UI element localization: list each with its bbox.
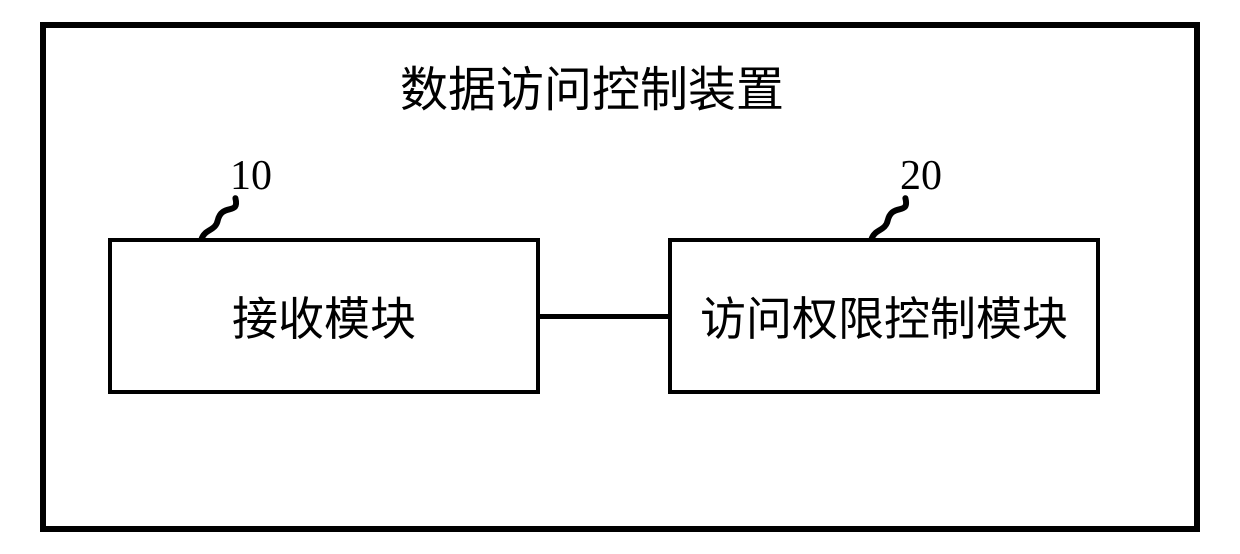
access-control-module-box: 访问权限控制模块 <box>668 238 1100 394</box>
receive-module-label: 接收模块 <box>232 283 416 349</box>
access-control-module-ref: 20 <box>900 152 942 200</box>
receive-module-box: 接收模块 <box>108 238 540 394</box>
diagram-title: 数据访问控制装置 <box>400 50 784 120</box>
receive-module-squiggle <box>198 196 242 240</box>
receive-module-ref: 10 <box>230 152 272 200</box>
access-control-module-squiggle <box>868 196 912 240</box>
connector-line <box>540 314 668 319</box>
access-control-module-label: 访问权限控制模块 <box>700 283 1068 349</box>
